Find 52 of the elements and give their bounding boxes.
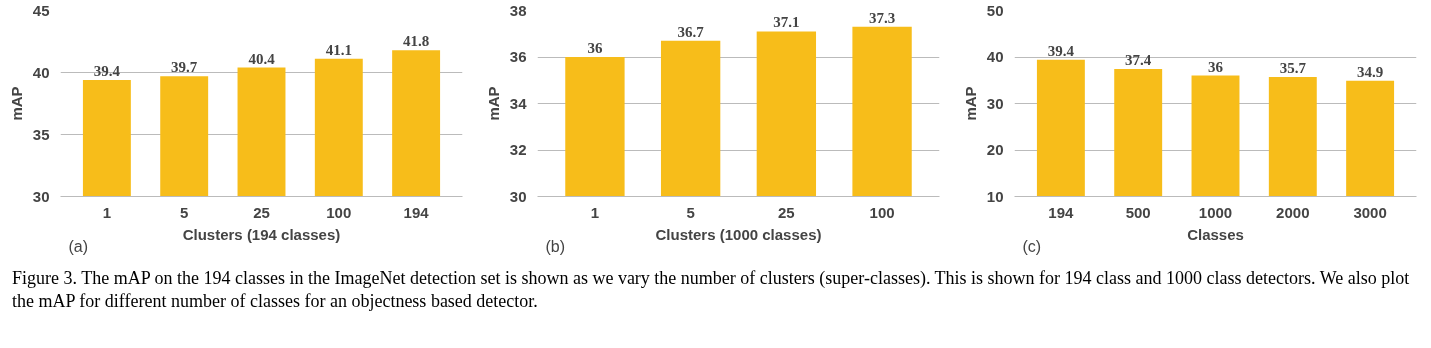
data-label: 37.1: [773, 14, 800, 31]
x-tick-label: 194: [1048, 203, 1075, 221]
x-tick-label: 5: [686, 203, 695, 221]
y-tick-label: 40: [32, 63, 50, 81]
y-tick-label: 45: [32, 1, 50, 19]
x-tick-label: 5: [180, 203, 189, 221]
data-label: 37.3: [868, 9, 896, 26]
x-tick-label: 100: [869, 203, 895, 221]
data-label: 41.8: [402, 33, 430, 50]
y-axis-title: mAP: [484, 86, 502, 121]
y-tick-label: 38: [509, 1, 527, 19]
x-axis-title: Clusters (194 classes): [182, 225, 341, 243]
y-axis-title: mAP: [7, 86, 25, 121]
y-tick-label: 40: [986, 48, 1004, 65]
x-tick-label: 25: [778, 203, 795, 221]
x-tick-label: 25: [253, 203, 270, 221]
x-tick-label: 1000: [1198, 203, 1233, 221]
data-label: 39.7: [171, 59, 198, 76]
x-axis-title: Classes: [1187, 225, 1244, 243]
x-tick-label: 100: [326, 203, 352, 221]
data-label: 36: [1208, 58, 1224, 75]
data-label: 40.4: [248, 50, 276, 67]
y-tick-label: 36: [509, 48, 527, 65]
data-label: 39.4: [1047, 42, 1075, 59]
y-tick-label: 35: [32, 125, 50, 143]
data-label: 41.1: [325, 41, 352, 58]
data-label: 36.7: [677, 23, 705, 40]
y-tick-label: 30: [509, 187, 527, 205]
data-label: 34.9: [1356, 63, 1384, 80]
x-axis-title: Clusters (1000 classes): [655, 225, 822, 243]
x-tick-label: 3000: [1353, 203, 1387, 221]
y-tick-label: 30: [32, 187, 50, 205]
data-label: 36: [587, 40, 603, 56]
x-tick-label: 194: [403, 203, 430, 221]
caption: Figure 3. The mAP on the 194 classes in the ImageNet detection set is shown as we vary the number of clusters (super-classes). This is shown for 194 class and 1000 class detectors. We also plot the mAP for different number of classes for an objectness based detector.: [12, 267, 1411, 314]
y-tick-label: 34: [509, 94, 528, 112]
text: (c): [1022, 237, 1042, 255]
text: (b): [545, 237, 566, 255]
data-label: 39.4: [93, 62, 121, 79]
y-axis-title: mAP: [961, 86, 979, 121]
y-tick-label: 20: [986, 141, 1004, 158]
x-tick-label: 1: [590, 203, 600, 221]
y-tick-label: 10: [986, 187, 1004, 205]
x-tick-label: 500: [1125, 203, 1151, 221]
data-label: 35.7: [1279, 60, 1307, 76]
y-tick-label: 32: [509, 141, 527, 158]
y-tick-label: 30: [986, 94, 1004, 112]
x-tick-label: 1: [102, 203, 112, 221]
text: (a): [68, 237, 89, 255]
x-tick-label: 2000: [1276, 203, 1310, 221]
data-label: 37.4: [1125, 52, 1152, 69]
y-tick-label: 50: [986, 1, 1004, 19]
